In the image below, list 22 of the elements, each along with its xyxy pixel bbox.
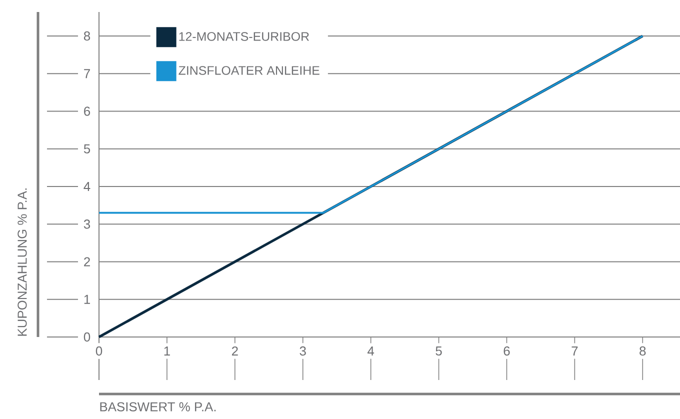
x-tick-label: 0 <box>96 346 102 356</box>
x-tick-label: 6 <box>504 346 510 356</box>
y-tick-label: 3 <box>84 220 90 229</box>
y-tick-label: 6 <box>84 106 90 116</box>
y-tick-label: 8 <box>84 31 90 41</box>
legend-label: ZINSFLOATER ANLEIHE <box>178 66 320 75</box>
legend-label: 12-MONATS-EURIBOR <box>179 32 309 41</box>
y-tick-label: 2 <box>84 257 90 266</box>
y-axis-title: KUPONZAHLUNG % P.A. <box>18 188 27 336</box>
x-tick-label: 4 <box>368 346 374 356</box>
x-tick-label: 1 <box>164 346 170 356</box>
x-tick-label: 7 <box>572 346 578 356</box>
x-tick-label: 3 <box>300 346 306 356</box>
x-tick-label: 2 <box>232 346 238 356</box>
x-tick-label: 8 <box>640 346 646 356</box>
y-tick-label: 1 <box>84 294 90 304</box>
y-tick-label: 4 <box>84 182 90 191</box>
y-tick-label: 0 <box>84 332 90 342</box>
y-tick-label: 7 <box>84 69 90 78</box>
x-tick-label: 5 <box>436 346 442 356</box>
y-tick-label: 5 <box>84 144 90 154</box>
x-axis-title: BASISWERT % P.A. <box>100 402 216 412</box>
